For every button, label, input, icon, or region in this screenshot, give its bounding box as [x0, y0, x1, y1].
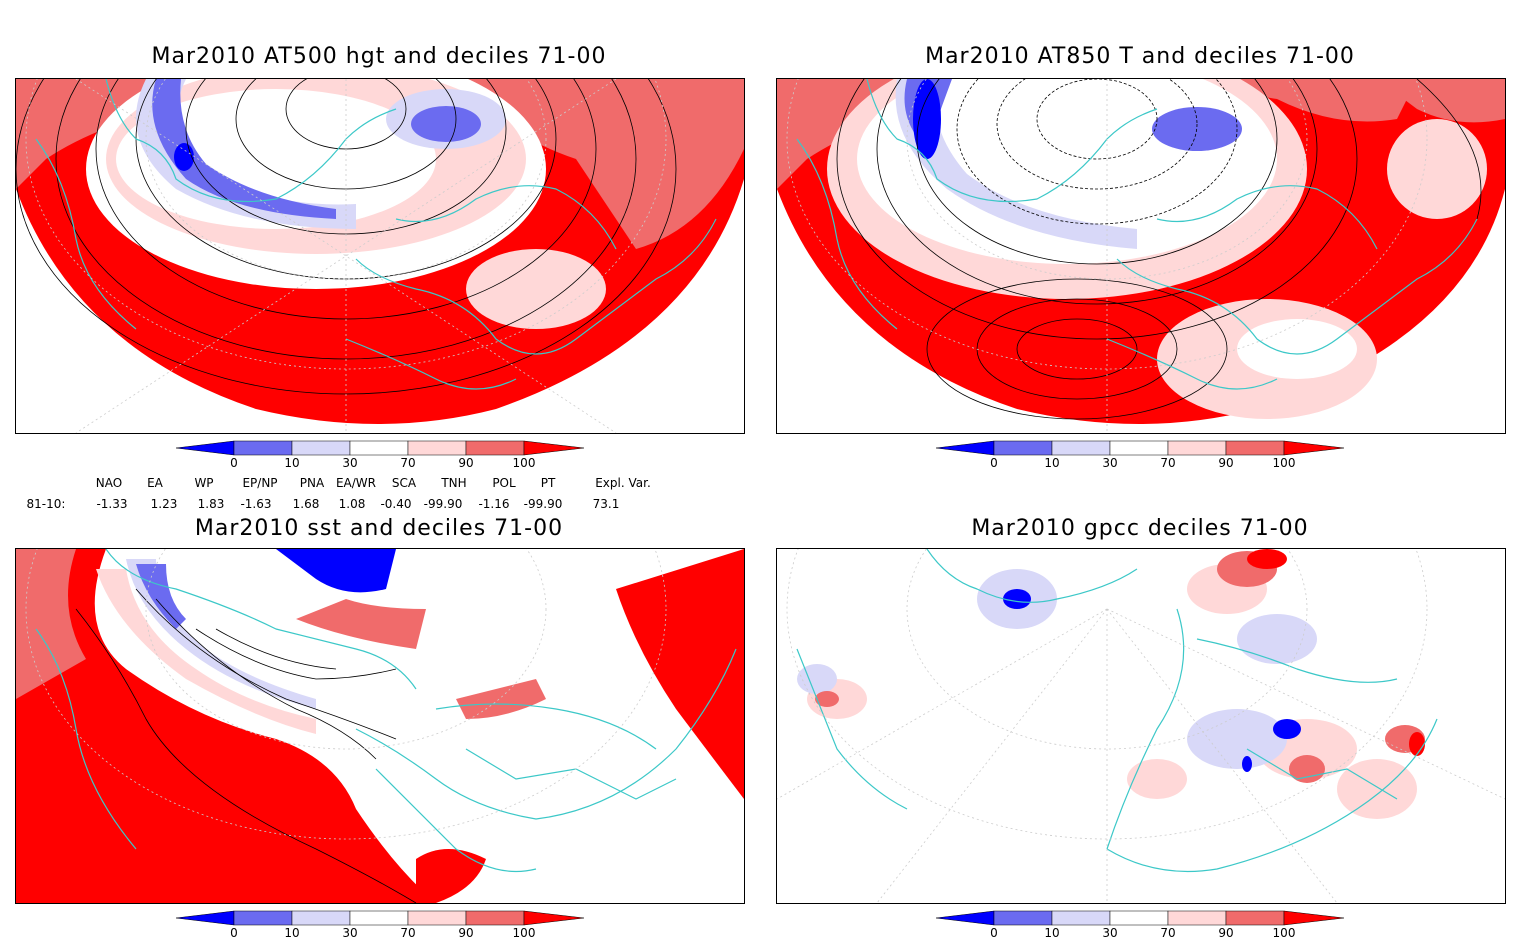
index-name-tnh: TNH [441, 476, 467, 490]
colorbar-tick-label: 10 [284, 926, 300, 940]
colorbar-segment [993, 440, 1053, 456]
index-value-pna: 1.68 [292, 497, 320, 511]
colorbar-tick-label: 100 [512, 456, 536, 470]
colorbar-segment [465, 440, 525, 456]
colorbar-right-arrow [1283, 440, 1345, 456]
colorbar-left-arrow [935, 440, 995, 456]
colorbar-tick-label: 10 [284, 456, 300, 470]
index-names-row: NAO EA WP EP/NP PNA EA/WR SCA TNH POL PT… [0, 476, 740, 492]
colorbar-2: 0 10 30 70 90 100 [175, 910, 586, 942]
colorbar-tick-label: 70 [1160, 926, 1176, 940]
index-name-nao: NAO [95, 476, 123, 490]
colorbar-segment [1167, 440, 1227, 456]
colorbar-tick-label: 100 [1272, 926, 1296, 940]
colorbar-right-arrow [523, 440, 585, 456]
colorbar-tick-label: 30 [1102, 456, 1118, 470]
colorbar-tick-label: 90 [458, 926, 474, 940]
colorbar-segment [407, 440, 467, 456]
colorbar-segment [1225, 440, 1285, 456]
colorbar-segment [1167, 910, 1227, 926]
colorbar-segment [465, 910, 525, 926]
colorbar-0: 0 10 30 70 90 100 [175, 440, 586, 472]
index-value-pt: -99.90 [523, 497, 563, 511]
colorbar-right-arrow [523, 910, 585, 926]
colorbar-tick-label: 30 [1102, 926, 1118, 940]
colorbar-tick-label: 90 [458, 456, 474, 470]
colorbar-segment [349, 910, 409, 926]
map-hgt500 [15, 78, 745, 434]
index-values-row: 81-10: -1.33 1.23 1.83 -1.63 1.68 1.08 -… [0, 497, 740, 513]
colorbar-tick-label: 100 [1272, 456, 1296, 470]
colorbar-segment [233, 440, 293, 456]
index-name-pol: POL [492, 476, 516, 490]
colorbar-tick-label: 100 [512, 926, 536, 940]
colorbar-tick-label: 30 [342, 926, 358, 940]
colorbar-segment [993, 910, 1053, 926]
colorbar-segment [349, 440, 409, 456]
colorbar-tick-label: 30 [342, 456, 358, 470]
colorbar-segment [233, 910, 293, 926]
index-value-pol: -1.16 [478, 497, 510, 511]
colorbar-segment [1051, 440, 1111, 456]
map-t850 [776, 78, 1506, 434]
index-name-ea: EA [147, 476, 163, 490]
colorbar-segment [291, 440, 351, 456]
index-name-sca: SCA [391, 476, 417, 490]
index-value-wp: 1.83 [197, 497, 225, 511]
index-value-tnh: -99.90 [423, 497, 463, 511]
index-value-epnp: -1.63 [240, 497, 272, 511]
panel-title-sst: Mar2010 sst and deciles 71-00 [194, 516, 564, 541]
panel-title-hgt500: Mar2010 AT500 hgt and deciles 71-00 [151, 44, 607, 69]
panel-title-gpcc: Mar2010 gpcc deciles 71-00 [971, 516, 1309, 541]
colorbar-segment [1109, 910, 1169, 926]
colorbar-tick-label: 0 [990, 456, 998, 470]
map-sst [15, 548, 745, 904]
colorbar-segment [1225, 910, 1285, 926]
colorbar-tick-label: 90 [1218, 456, 1234, 470]
index-name-eawr: EA/WR [335, 476, 377, 490]
panel-title-t850: Mar2010 AT850 T and deciles 71-00 [925, 44, 1355, 69]
colorbar-tick-label: 0 [990, 926, 998, 940]
colorbar-tick-label: 0 [230, 926, 238, 940]
colorbar-tick-label: 70 [400, 926, 416, 940]
index-value-explvar: 73.1 [592, 497, 620, 511]
colorbar-1: 0 10 30 70 90 100 [935, 440, 1346, 472]
map-gpcc [776, 548, 1506, 904]
colorbar-tick-label: 0 [230, 456, 238, 470]
colorbar-left-arrow [935, 910, 995, 926]
index-name-explvar: Expl. Var. [595, 476, 651, 490]
index-name-epnp: EP/NP [242, 476, 278, 490]
colorbar-tick-label: 70 [400, 456, 416, 470]
colorbar-left-arrow [175, 440, 235, 456]
colorbar-tick-label: 10 [1044, 456, 1060, 470]
index-name-wp: WP [194, 476, 214, 490]
colorbar-right-arrow [1283, 910, 1345, 926]
colorbar-segment [291, 910, 351, 926]
index-name-pt: PT [540, 476, 556, 490]
colorbar-segment [407, 910, 467, 926]
index-value-sca: -0.40 [380, 497, 412, 511]
colorbar-segment [1109, 440, 1169, 456]
colorbar-3: 0 10 30 70 90 100 [935, 910, 1346, 942]
colorbar-tick-label: 10 [1044, 926, 1060, 940]
colorbar-left-arrow [175, 910, 235, 926]
index-name-pna: PNA [299, 476, 325, 490]
colorbar-tick-label: 70 [1160, 456, 1176, 470]
index-value-eawr: 1.08 [338, 497, 366, 511]
index-row-label: 81-10: [26, 497, 66, 511]
colorbar-segment [1051, 910, 1111, 926]
colorbar-tick-label: 90 [1218, 926, 1234, 940]
index-value-ea: 1.23 [150, 497, 178, 511]
index-value-nao: -1.33 [96, 497, 128, 511]
